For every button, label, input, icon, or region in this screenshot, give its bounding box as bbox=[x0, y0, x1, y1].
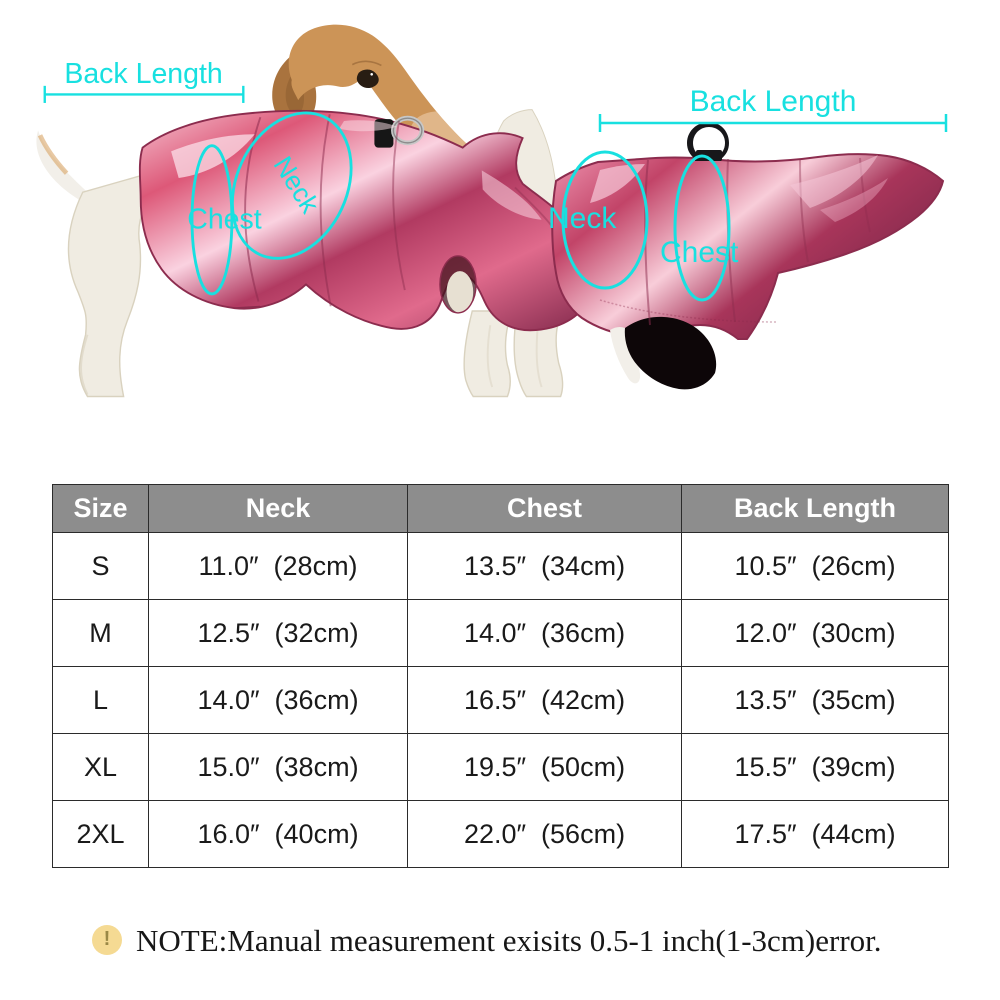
svg-text:Neck: Neck bbox=[548, 202, 617, 235]
svg-text:Back Length: Back Length bbox=[690, 85, 857, 118]
svg-text:Chest: Chest bbox=[660, 236, 739, 269]
svg-text:Chest: Chest bbox=[187, 203, 262, 235]
svg-text:Back Length: Back Length bbox=[64, 58, 222, 90]
